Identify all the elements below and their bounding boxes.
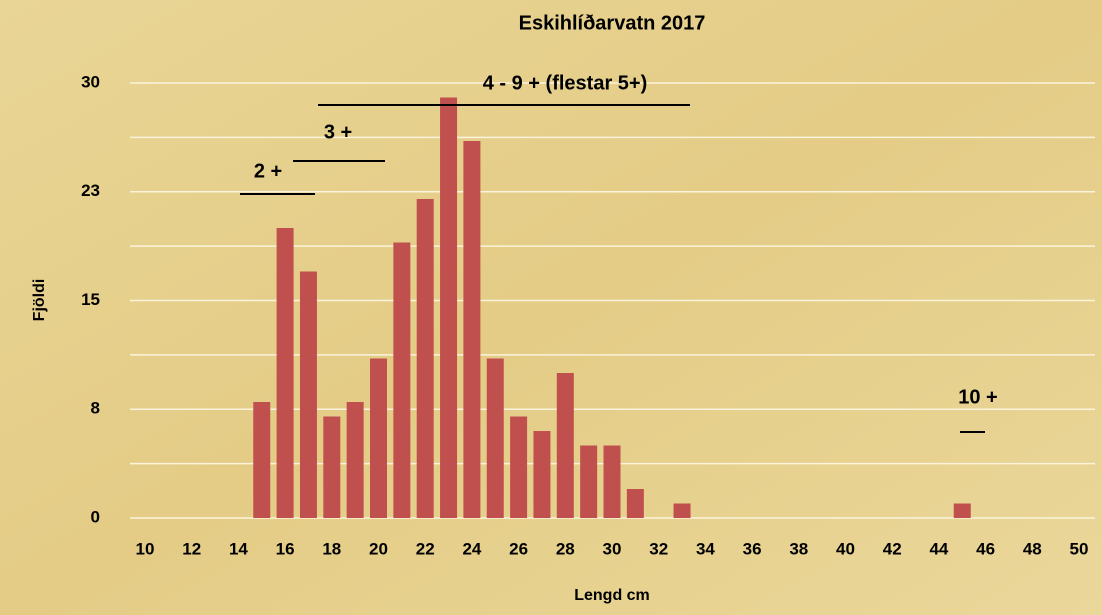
bar: [626, 489, 644, 518]
x-tick-label: 34: [696, 539, 715, 558]
x-tick-label: 30: [603, 539, 622, 558]
bar: [556, 373, 574, 518]
y-tick-label: 30: [81, 72, 100, 91]
y-tick-label: 15: [81, 290, 100, 309]
x-tick-label: 24: [462, 539, 481, 558]
x-tick-label: 16: [276, 539, 295, 558]
x-tick-label: 18: [322, 539, 341, 558]
x-tick-label: 48: [1023, 539, 1042, 558]
bar: [673, 503, 691, 518]
x-tick-label: 28: [556, 539, 575, 558]
bar: [953, 503, 971, 518]
x-tick-label: 22: [416, 539, 435, 558]
bar: [533, 431, 551, 518]
annotation: 10 +: [958, 386, 997, 408]
x-tick-label: 38: [789, 539, 808, 558]
chart-title: Eskihlíðarvatn 2017: [519, 12, 706, 34]
bar: [463, 141, 481, 518]
x-axis-label: Lengd cm: [574, 587, 650, 604]
x-tick-label: 14: [229, 539, 248, 558]
bar: [323, 416, 341, 518]
y-tick-label: 8: [91, 399, 100, 418]
bar: [603, 445, 621, 518]
y-tick-label: 0: [91, 507, 100, 526]
annotation: 3 +: [324, 121, 352, 143]
bar: [346, 402, 364, 518]
bar: [253, 402, 271, 518]
annotation: 4 - 9 + (flestar 5+): [483, 72, 648, 94]
annotation: 2 +: [254, 160, 282, 182]
x-tick-label: 40: [836, 539, 855, 558]
bar: [440, 97, 458, 518]
bar: [276, 228, 294, 518]
bar: [393, 242, 411, 518]
x-tick-label: 32: [649, 539, 668, 558]
x-tick-label: 12: [182, 539, 201, 558]
x-tick-label: 36: [743, 539, 762, 558]
x-tick-label: 50: [1070, 539, 1089, 558]
x-tick-label: 20: [369, 539, 388, 558]
bar: [416, 199, 434, 518]
x-tick-label: 10: [136, 539, 155, 558]
x-tick-label: 42: [883, 539, 902, 558]
x-tick-label: 26: [509, 539, 528, 558]
x-tick-label: 44: [929, 539, 948, 558]
bar: [486, 358, 504, 518]
y-tick-label: 23: [81, 181, 100, 200]
y-axis-label: Fjöldi: [31, 279, 48, 322]
bar: [510, 416, 528, 518]
bar: [370, 358, 387, 518]
x-tick-label: 46: [976, 539, 995, 558]
bar: [580, 445, 598, 518]
bar: [299, 271, 317, 518]
